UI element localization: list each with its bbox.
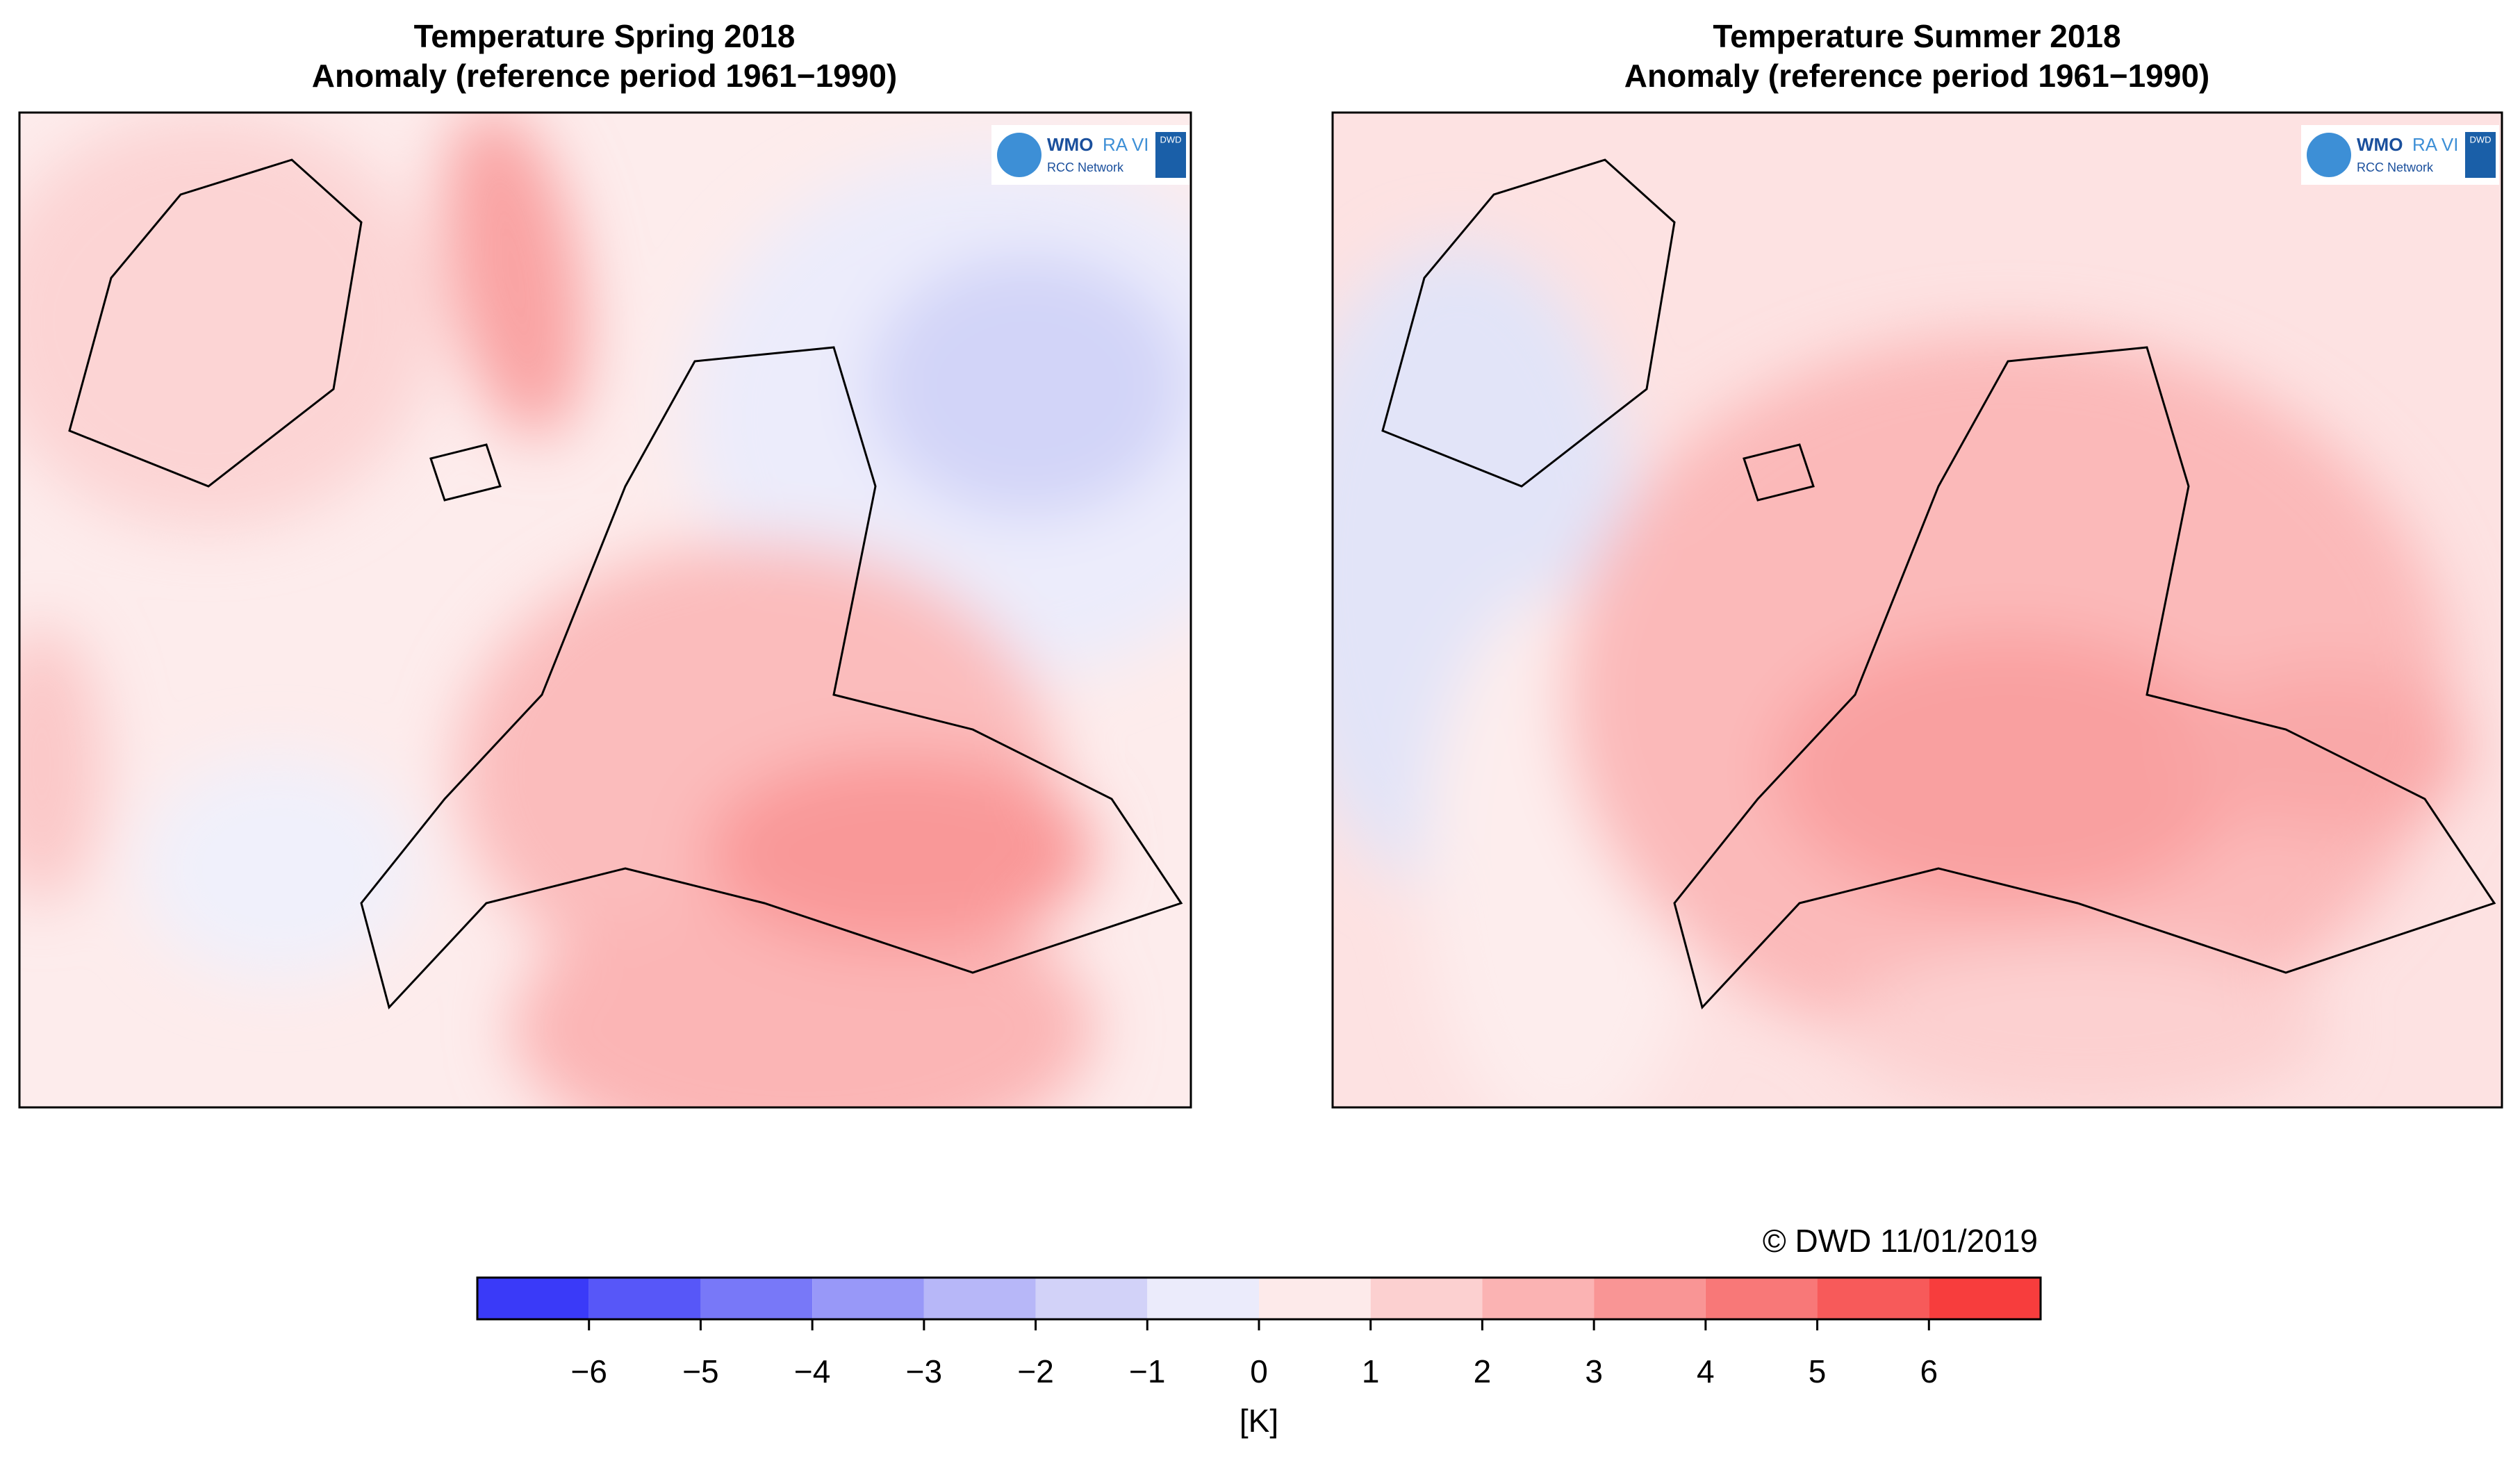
wmo-emblem bbox=[997, 133, 1041, 177]
logo-network: RCC Network bbox=[1047, 160, 1124, 174]
colorbar-bin bbox=[1147, 1278, 1259, 1319]
logo-ra: RA VI bbox=[2412, 134, 2458, 155]
colorbar-bin bbox=[1929, 1278, 2041, 1319]
map-title: Temperature Summer 2018 bbox=[1713, 18, 2120, 54]
colorbar: −6 −5 −4 −3 −2 −1 0 1 2 3 4 5 6 [K] bbox=[476, 1276, 2042, 1439]
colorbar-bin bbox=[477, 1278, 589, 1319]
map-subtitle: Anomaly (reference period 1961−1990) bbox=[312, 58, 897, 94]
colorbar-tick-label: 4 bbox=[1697, 1353, 1715, 1389]
map-frame bbox=[1331, 111, 2503, 1109]
colorbar-label: [K] bbox=[1240, 1403, 1278, 1439]
logo-dwd: DWD bbox=[1160, 134, 1181, 145]
logos: WMO RA VI RCC Network DWD WMO RA VI RCC Networ… bbox=[991, 125, 2499, 185]
colorbar-bin bbox=[923, 1278, 1036, 1319]
dwd-box bbox=[1155, 132, 1186, 178]
colorbar-tick-label: 3 bbox=[1585, 1353, 1603, 1389]
colorbar-tick-label: 2 bbox=[1474, 1353, 1492, 1389]
colorbar-tick-label: −3 bbox=[906, 1353, 942, 1389]
logo-wmo: WMO bbox=[1047, 134, 1093, 155]
wmo-emblem bbox=[2307, 133, 2351, 177]
colorbar-bin bbox=[588, 1278, 701, 1319]
colorbar-tick-label: −5 bbox=[682, 1353, 718, 1389]
colorbar-bin bbox=[1817, 1278, 1929, 1319]
copyright: © DWD 11/01/2019 bbox=[1763, 1223, 2038, 1259]
colorbar-tick-label: −4 bbox=[794, 1353, 830, 1389]
colorbar-tick-label: −1 bbox=[1129, 1353, 1165, 1389]
colorbar-tick-label: 5 bbox=[1809, 1353, 1827, 1389]
map-title: Temperature Spring 2018 bbox=[414, 18, 796, 54]
map-summer bbox=[1333, 113, 2502, 1107]
dwd-box bbox=[2465, 132, 2496, 178]
colorbar-bin bbox=[1705, 1278, 1818, 1319]
logo-dwd: DWD bbox=[2469, 134, 2491, 145]
colorbar-bin bbox=[1594, 1278, 1706, 1319]
logo-network: RCC Network bbox=[2357, 160, 2434, 174]
map-spring bbox=[19, 113, 1191, 1107]
colorbar-bin bbox=[812, 1278, 924, 1319]
colorbar-tick-label: 6 bbox=[1920, 1353, 1938, 1389]
colorbar-tick-label: −2 bbox=[1017, 1353, 1053, 1389]
colorbar-bin bbox=[1035, 1278, 1148, 1319]
map-frame bbox=[18, 111, 1192, 1109]
colorbar-tick-label: 1 bbox=[1362, 1353, 1380, 1389]
colorbar-bin bbox=[1482, 1278, 1595, 1319]
logo-ra: RA VI bbox=[1103, 134, 1148, 155]
logo-wmo: WMO bbox=[2357, 134, 2403, 155]
colorbar-bin bbox=[1370, 1278, 1483, 1319]
colorbar-bin bbox=[700, 1278, 813, 1319]
colorbar-tick-label: 0 bbox=[1250, 1353, 1268, 1389]
map-subtitle: Anomaly (reference period 1961−1990) bbox=[1624, 58, 2209, 94]
colorbar-tick-label: −6 bbox=[570, 1353, 607, 1389]
colorbar-bin bbox=[1259, 1278, 1371, 1319]
